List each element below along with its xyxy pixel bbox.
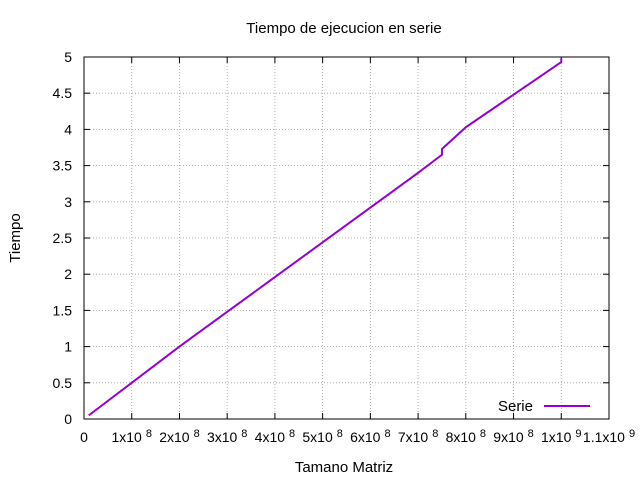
- x-tick-label: 1x10 8: [111, 428, 151, 445]
- y-tick-label: 0.5: [53, 375, 73, 391]
- x-tick-exponent: 8: [432, 428, 438, 440]
- legend-label: Serie: [498, 398, 533, 415]
- plot-frame: [83, 56, 610, 420]
- x-tick-exponent: 8: [146, 428, 152, 440]
- x-tick-label: 2x10 8: [159, 428, 199, 445]
- series-line-0: [88, 58, 563, 417]
- x-tick-label: 6x10 8: [350, 428, 390, 445]
- y-tick-label: 5: [64, 49, 72, 65]
- y-tick-label: 4.5: [53, 85, 73, 101]
- x-tick-label: 3x10 8: [207, 428, 247, 445]
- x-tick-exponent: 8: [480, 428, 486, 440]
- x-tick-exponent: 8: [289, 428, 295, 440]
- x-axis-label: Tamano Matriz: [295, 459, 393, 476]
- x-tick-base: 4x10: [255, 429, 286, 445]
- x-tick-base: 1x10: [111, 429, 142, 445]
- x-tick-label: 1.1x10 9: [583, 428, 635, 445]
- y-tick-label: 1.5: [53, 302, 73, 318]
- x-tick-base: 1.1x10: [583, 429, 625, 445]
- x-tick-label: 7x10 8: [398, 428, 438, 445]
- x-tick-exponent: 8: [241, 428, 247, 440]
- x-tick-base: 5x10: [302, 429, 333, 445]
- x-tick-base: 6x10: [350, 429, 381, 445]
- x-tick-base: 0: [80, 429, 88, 445]
- x-tick-base: 1x10: [541, 429, 572, 445]
- x-tick-base: 2x10: [159, 429, 190, 445]
- x-tick-label: 1x10 9: [541, 428, 581, 445]
- x-tick-label: 8x10 8: [446, 428, 486, 445]
- y-tick-label: 1: [64, 339, 72, 355]
- chart-title: Tiempo de ejecucion en serie: [246, 20, 441, 37]
- x-tick-exponent: 8: [194, 428, 200, 440]
- y-tick-label: 0: [64, 411, 72, 427]
- series-lines: [88, 58, 563, 417]
- y-tick-label: 2.5: [53, 230, 73, 246]
- x-tick-exponent: 8: [337, 428, 343, 440]
- y-tick-labels: 0 0.5 1 1.5 2 2.5 3 3.5 4 4.5 5: [53, 49, 73, 427]
- y-tick-label: 2: [64, 266, 72, 282]
- x-tick-base: 8x10: [446, 429, 477, 445]
- y-tick-label: 4: [64, 121, 72, 137]
- y-tick-label: 3: [64, 194, 72, 210]
- x-tick-base: 3x10: [207, 429, 238, 445]
- y-tick-label: 3.5: [53, 158, 73, 174]
- x-tick-base: 9x10: [493, 429, 524, 445]
- grid-lines: [84, 57, 609, 419]
- x-tick-base: 7x10: [398, 429, 429, 445]
- x-tick-exponent: 8: [384, 428, 390, 440]
- x-tick-label: 9x10 8: [493, 428, 533, 445]
- x-tick-label: 5x10 8: [302, 428, 342, 445]
- x-tick-labels: 0 1x10 8 2x10 8 3x10 8 4x10 8 5x10 8 6x10 8 7x10 8 8x10…: [80, 428, 635, 445]
- legend: Serie: [498, 398, 590, 415]
- x-tick-exponent: 9: [575, 428, 581, 440]
- x-tick-label: 4x10 8: [255, 428, 295, 445]
- x-tick-exponent: 9: [629, 428, 635, 440]
- x-tick-label: 0: [80, 429, 88, 445]
- x-tick-exponent: 8: [528, 428, 534, 440]
- y-axis-label: Tiempo: [7, 213, 24, 262]
